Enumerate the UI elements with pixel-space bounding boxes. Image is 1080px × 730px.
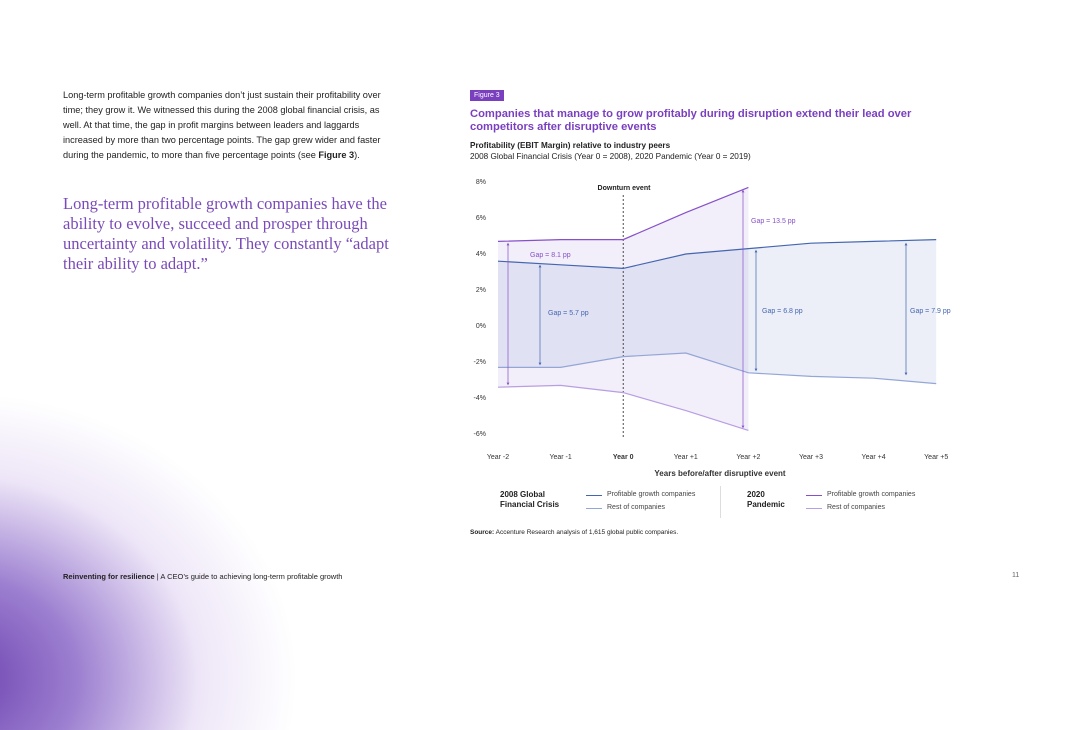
legend-label: Rest of companies <box>827 504 885 511</box>
series-line <box>497 186 749 242</box>
pull-quote: Long-term profitable growth companies ha… <box>63 194 389 273</box>
annotation: Gap = 5.7 pp <box>548 310 589 317</box>
annotation: Downturn event <box>598 185 652 192</box>
x-tick-label: Year +5 <box>924 454 948 461</box>
text: Source: <box>470 529 495 536</box>
legend-swatch <box>806 508 822 509</box>
legend-label: Profitable growth companies <box>607 491 696 498</box>
y-tick-label: 4% <box>476 251 486 258</box>
body-paragraph: Long-term profitable growth companies do… <box>63 88 393 163</box>
y-tick-label: 6% <box>476 215 486 222</box>
figure-note: 2008 Global Financial Crisis (Year 0 = 2… <box>470 152 751 161</box>
x-axis-label: Years before/after disruptive event <box>654 469 786 478</box>
text: Long-term profitable growth companies do… <box>63 90 381 160</box>
chart: 8% 6% 4% 2% 0% -2% -4% -6% Year -2 Year -1 Year 0 Y… <box>474 179 951 478</box>
y-tick-label: 8% <box>476 179 486 186</box>
text: Accenture Research analysis of 1,615 glo… <box>495 529 679 536</box>
legend-label: Rest of companies <box>607 504 665 511</box>
x-tick-label: Year -1 <box>549 454 571 461</box>
x-tick-label: Year +3 <box>799 454 823 461</box>
y-tick-label: 0% <box>476 323 486 330</box>
page: Long-term profitable growth companies do… <box>0 88 1020 730</box>
text: Figure 3 <box>318 150 355 160</box>
legend-swatch <box>586 508 602 509</box>
legend-group: 2020 Pandemic <box>747 490 785 509</box>
text: ). <box>354 150 360 160</box>
legend-separator <box>720 486 721 518</box>
text: Reinventing for resilience <box>63 572 155 581</box>
series-line <box>497 239 937 270</box>
annotation: Gap = 8.1 pp <box>530 252 571 259</box>
page-number: 11 <box>1012 572 1020 579</box>
source: Source: Accenture Research analysis of 1… <box>470 529 678 536</box>
text: | A CEO’s guide to achieving long-term p… <box>156 572 343 581</box>
x-tick-label: Year 0 <box>613 454 634 461</box>
x-tick-label: Year +4 <box>862 454 886 461</box>
x-tick-label: Year +2 <box>736 454 760 461</box>
footer: Reinventing for resilience | A CEO’s gui… <box>63 572 342 581</box>
y-tick-label: -6% <box>474 431 486 438</box>
legend-swatch <box>806 495 822 496</box>
x-tick-label: Year -2 <box>487 454 509 461</box>
gap-area <box>498 239 937 384</box>
figure-subtitle: Profitability (EBIT Margin) relative to … <box>470 141 671 150</box>
series-line <box>498 352 937 385</box>
y-tick-label: -2% <box>474 359 486 366</box>
annotation: Gap = 7.9 pp <box>910 308 951 315</box>
annotation: Gap = 6.8 pp <box>762 308 803 315</box>
figure-tag: Figure 3 <box>470 90 504 101</box>
legend-swatch <box>586 495 602 496</box>
x-tick-label: Year +1 <box>674 454 698 461</box>
figure-title: Companies that manage to grow profitably… <box>470 108 912 133</box>
legend-group: 2008 Global Financial Crisis <box>500 490 560 509</box>
y-tick-label: 2% <box>476 287 486 294</box>
series-line <box>497 384 749 431</box>
legend-label: Profitable growth companies <box>827 491 916 498</box>
annotation: Gap = 13.5 pp <box>751 218 796 225</box>
y-tick-label: -4% <box>474 395 486 402</box>
